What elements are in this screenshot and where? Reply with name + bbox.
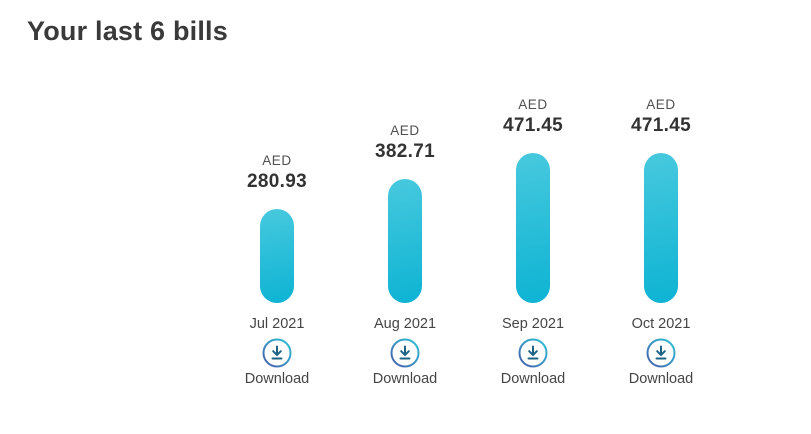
bills-bar-chart: AED 280.93 Jul 2021 (213, 85, 811, 388)
download-button[interactable]: Download (500, 338, 566, 388)
download-button[interactable]: Download (372, 338, 438, 388)
bill-month-label: Sep 2021 (501, 316, 565, 332)
download-label: Download (500, 371, 566, 387)
bill-amount: 382.71 (375, 141, 435, 162)
bill-value-label: AED 280.93 (247, 152, 307, 193)
bill-column: AED 471.45 Sep 2021 (469, 85, 597, 388)
download-button[interactable]: Download (628, 338, 694, 388)
bar-area: AED 471.45 (631, 85, 691, 303)
bar-area: AED 280.93 (247, 85, 307, 303)
download-label: Download (628, 371, 694, 387)
bill-value-label: AED 382.71 (375, 122, 435, 163)
bill-month-label: Jul 2021 (249, 316, 305, 332)
download-label: Download (244, 371, 310, 387)
currency-label: AED (646, 97, 676, 112)
page-title: Your last 6 bills (27, 16, 228, 46)
download-icon[interactable] (390, 338, 420, 368)
bill-value-label: AED 471.45 (503, 96, 563, 137)
bill-column: AED 471.45 Oct 2021 (597, 85, 725, 388)
bill-amount: 280.93 (247, 171, 307, 192)
bar-area: AED 382.71 (375, 85, 435, 303)
bill-bar (259, 209, 294, 303)
download-icon[interactable] (262, 338, 292, 368)
download-icon[interactable] (646, 338, 676, 368)
bill-column: AED 280.93 Jul 2021 (213, 85, 341, 388)
bill-bar (515, 153, 550, 303)
bill-value-label: AED 471.45 (631, 96, 691, 137)
download-button[interactable]: Download (244, 338, 310, 388)
bill-column: AED 382.71 Aug 2021 (341, 85, 469, 388)
currency-label: AED (262, 153, 292, 168)
bill-amount: 471.45 (503, 115, 563, 136)
download-icon[interactable] (518, 338, 548, 368)
bill-bar (643, 153, 678, 303)
currency-label: AED (390, 123, 420, 138)
bill-bar (387, 179, 422, 303)
bill-month-label: Oct 2021 (631, 316, 691, 332)
bill-amount: 471.45 (631, 115, 691, 136)
bar-area: AED 471.45 (503, 85, 563, 303)
currency-label: AED (518, 97, 548, 112)
bill-month-label: Aug 2021 (373, 316, 437, 332)
download-label: Download (372, 371, 438, 387)
